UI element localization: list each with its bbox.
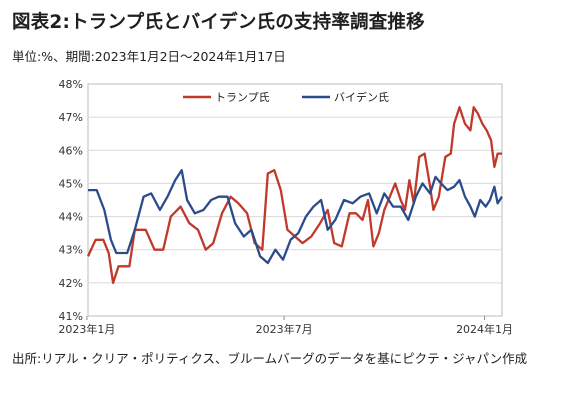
y-tick-label: 43% xyxy=(59,244,83,257)
x-axis-ticks: 2023年1月 2023年7月 2024年1月 xyxy=(58,322,513,336)
x-tick-label: 2024年1月 xyxy=(456,322,513,336)
series-lines xyxy=(86,106,503,285)
x-tick-label: 2023年7月 xyxy=(256,322,313,336)
series-line-biden xyxy=(88,169,503,265)
y-tick-label: 46% xyxy=(59,144,83,157)
chart-title: 図表2:トランプ氏とバイデン氏の支持率調査推移 xyxy=(12,12,425,33)
y-tick-label: 42% xyxy=(59,277,83,290)
source-note: 出所:リアル・クリア・ポリティクス、ブルームバーグのデータを基にピクテ・ジャパン… xyxy=(12,351,528,366)
legend: トランプ氏 バイデン氏 xyxy=(183,90,389,104)
x-tick-label: 2023年1月 xyxy=(58,322,115,336)
plot-frame xyxy=(87,83,503,317)
y-tick-label: 44% xyxy=(59,211,83,224)
y-tick-label: 41% xyxy=(59,310,83,323)
y-tick-label: 48% xyxy=(59,78,83,91)
legend-label-trump: トランプ氏 xyxy=(215,91,270,104)
chart-subtitle: 単位:%、期間:2023年1月2日～2024年1月17日 xyxy=(12,49,286,64)
y-axis-ticks: 41% 42% 43% 44% 45% 46% 47% 48% xyxy=(59,78,83,323)
y-tick-label: 47% xyxy=(59,111,83,124)
legend-label-biden: バイデン氏 xyxy=(334,90,389,104)
y-tick-label: 45% xyxy=(59,177,83,190)
gridlines xyxy=(86,83,503,320)
series-line-trump xyxy=(86,106,502,285)
